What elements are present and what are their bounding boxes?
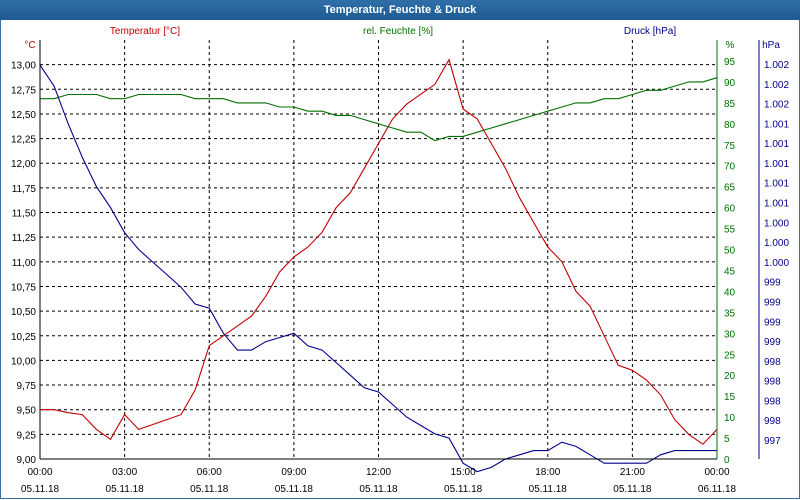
- pressure-tick-label: 1.002: [764, 100, 789, 111]
- chart-lines: [39, 58, 718, 473]
- temperature-tick-label: 9,00: [17, 455, 37, 466]
- pressure-tick-label: 1.001: [764, 159, 789, 170]
- temperature-tick-label: 10,75: [11, 282, 36, 293]
- humidity-tick-label: 15: [724, 392, 736, 403]
- temperature-tick-label: 12,75: [11, 85, 36, 96]
- temperature-axis-label: Temperatur [°C]: [110, 26, 180, 37]
- humidity-tick-label: 30: [724, 329, 736, 340]
- humidity-tick-label: 55: [724, 225, 736, 236]
- x-tick-date: 05.11.18: [106, 484, 145, 495]
- pressure-tick-label: 999: [764, 317, 781, 328]
- temperature-tick-label: 11,00: [12, 258, 37, 269]
- temperature-tick-label: 9,50: [17, 406, 37, 417]
- humidity-tick-label: 45: [724, 266, 736, 277]
- x-tick-time: 12:00: [366, 467, 391, 478]
- x-tick-date: 05.11.18: [444, 484, 483, 495]
- temperature-series-line: [40, 58, 718, 445]
- x-tick-time: 09:00: [281, 467, 306, 478]
- x-tick-time: 18:00: [535, 467, 560, 478]
- humidity-tick-label: 60: [724, 204, 736, 215]
- humidity-tick-label: 5: [724, 434, 730, 445]
- temperature-tick-label: 10,25: [11, 332, 36, 343]
- x-tick-time: 06:00: [197, 467, 222, 478]
- x-tick-date: 05.11.18: [21, 484, 60, 495]
- pressure-tick-label: 998: [764, 377, 781, 388]
- x-tick-date: 05.11.18: [613, 484, 652, 495]
- pressure-tick-label: 1.001: [764, 199, 789, 210]
- pressure-tick-label: 999: [764, 337, 781, 348]
- humidity-tick-label: 10: [724, 413, 736, 424]
- temperature-tick-label: 12,50: [11, 110, 36, 121]
- humidity-unit: %: [726, 40, 735, 51]
- temperature-tick-label: 10,50: [11, 307, 36, 318]
- temperature-tick-label: 11,75: [12, 184, 37, 195]
- pressure-tick-label: 1.001: [764, 139, 789, 150]
- pressure-tick-label: 1.001: [764, 179, 789, 190]
- pressure-tick-label: 1.002: [764, 80, 789, 91]
- x-tick-date: 05.11.18: [359, 484, 398, 495]
- humidity-tick-label: 25: [724, 350, 736, 361]
- humidity-tick-label: 40: [724, 287, 736, 298]
- humidity-tick-label: 95: [724, 57, 736, 68]
- temperature-tick-label: 12,00: [11, 159, 36, 170]
- x-tick-time: 00:00: [704, 467, 729, 478]
- pressure-tick-label: 1.000: [764, 238, 789, 249]
- temperature-tick-label: 10,00: [11, 356, 36, 367]
- temperature-tick-label: 9,25: [17, 430, 37, 441]
- pressure-tick-label: 1.000: [764, 218, 789, 229]
- humidity-tick-label: 20: [724, 371, 736, 382]
- pressure-unit: hPa: [762, 40, 780, 51]
- temperature-unit: °C: [24, 40, 35, 51]
- x-tick-time: 03:00: [112, 467, 137, 478]
- humidity-tick-label: 65: [724, 183, 736, 194]
- temperature-tick-label: 11,50: [12, 209, 37, 220]
- x-tick-date: 05.11.18: [275, 484, 314, 495]
- humidity-tick-label: 0: [724, 455, 730, 466]
- pressure-axis-label: Druck [hPa]: [624, 26, 676, 37]
- temperature-tick-label: 13,00: [11, 61, 36, 72]
- temperature-tick-label: 12,25: [11, 135, 36, 146]
- x-tick-time: 15:00: [451, 467, 476, 478]
- x-tick-date: 06.11.18: [698, 484, 737, 495]
- temperature-tick-label: 11,25: [12, 233, 37, 244]
- x-tick-time: 21:00: [620, 467, 645, 478]
- humidity-series-line: [40, 77, 718, 142]
- temperature-tick-label: 9,75: [17, 381, 37, 392]
- pressure-tick-label: 999: [764, 278, 781, 289]
- pressure-tick-label: 997: [764, 436, 781, 447]
- humidity-tick-label: 35: [724, 308, 736, 319]
- pressure-tick-label: 1.002: [764, 60, 789, 71]
- pressure-tick-label: 1.000: [764, 258, 789, 269]
- window-title: Temperatur, Feuchte & Druck: [0, 0, 800, 20]
- humidity-tick-label: 80: [724, 120, 736, 131]
- chart-grid: [40, 40, 717, 459]
- x-tick-time: 00:00: [27, 467, 52, 478]
- humidity-tick-label: 85: [724, 99, 736, 110]
- pressure-series-line: [39, 64, 717, 473]
- x-tick-date: 05.11.18: [190, 484, 229, 495]
- pressure-tick-label: 998: [764, 396, 781, 407]
- humidity-tick-label: 70: [724, 162, 736, 173]
- x-tick-date: 05.11.18: [529, 484, 568, 495]
- pressure-tick-label: 998: [764, 416, 781, 427]
- pressure-tick-label: 998: [764, 357, 781, 368]
- chart-axes: 00:00 05.11.18 03:00 05.11.18 06:00 05.11.18 0…: [11, 40, 789, 495]
- humidity-tick-label: 90: [724, 78, 736, 89]
- pressure-tick-label: 999: [764, 297, 781, 308]
- pressure-tick-label: 1.001: [764, 119, 789, 130]
- humidity-tick-label: 75: [724, 141, 736, 152]
- humidity-tick-label: 50: [724, 246, 736, 257]
- humidity-axis-label: rel. Feuchte [%]: [363, 26, 433, 37]
